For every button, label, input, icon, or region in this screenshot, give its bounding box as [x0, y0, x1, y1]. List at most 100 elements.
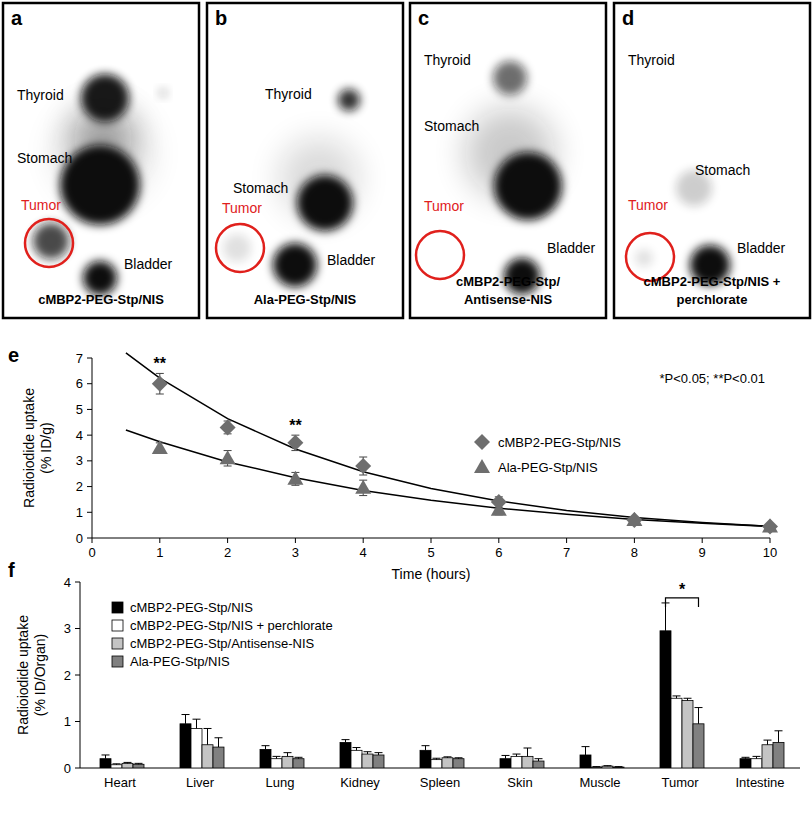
bar — [511, 756, 522, 768]
bar — [762, 745, 773, 768]
caption: cMBP2-PEG-Stp/NIS + — [644, 274, 781, 289]
x-tick — [159, 538, 160, 543]
significance: * — [679, 581, 686, 598]
y-tick — [75, 675, 80, 676]
bar — [293, 759, 304, 768]
organ-label: Thyroid — [628, 52, 675, 68]
organ-label: Tumor — [222, 200, 262, 216]
legend-label: cMBP2-PEG-Stp/NIS — [130, 600, 253, 615]
error-bar — [273, 756, 281, 758]
x-tick-label: 7 — [563, 545, 570, 560]
bar — [431, 760, 442, 768]
organ-label: Stomach — [695, 162, 750, 178]
significance-bracket — [666, 598, 699, 607]
panel-label: c — [418, 7, 429, 29]
uptake-spot — [338, 89, 360, 111]
bar — [213, 747, 224, 768]
x-tick-label: Muscle — [579, 775, 620, 790]
error-bar — [742, 757, 750, 758]
caption: Antisense-NIS — [464, 292, 552, 307]
trendline — [126, 430, 770, 526]
marker — [491, 494, 507, 510]
error-bar — [662, 603, 670, 631]
panel-frame — [614, 3, 810, 318]
uptake-spot — [33, 223, 69, 259]
bar — [602, 766, 613, 768]
bar — [351, 750, 362, 768]
uptake-spot — [273, 243, 317, 287]
y-tick — [75, 628, 80, 629]
x-tick-label: Skin — [507, 775, 532, 790]
bar — [191, 728, 202, 768]
organ-label: Tumor — [424, 198, 464, 214]
organ-label: Tumor — [628, 197, 668, 213]
y-axis-label-line: (% ID/Organ) — [32, 634, 48, 716]
error-bar — [182, 715, 190, 724]
y-axis-label-line: Radioiodide uptake — [21, 388, 37, 508]
y-axis-label-line: Radioiodide uptake — [15, 615, 31, 735]
image-content — [635, 170, 730, 285]
error-bar — [364, 752, 372, 754]
figure: a Thyroid Stomach Tumor Bladder cMBP2-PEG-Stp… — [0, 0, 812, 823]
error-bar — [433, 758, 441, 759]
y-tick-label: 7 — [76, 351, 83, 366]
x-tick-label: 1 — [156, 545, 163, 560]
caption: Ala-PEG-Stp/NIS — [254, 292, 357, 307]
bar — [522, 756, 533, 768]
y-tick-label: 2 — [64, 668, 71, 683]
bar — [773, 742, 784, 768]
error-bar — [124, 762, 132, 764]
bar — [271, 759, 282, 768]
error-bar — [524, 748, 532, 756]
organ-label: Bladder — [327, 252, 376, 268]
error-bar — [135, 763, 143, 765]
organ-label: Stomach — [233, 180, 288, 196]
panel-label: a — [11, 7, 23, 29]
legend-swatch — [112, 620, 123, 631]
panel-label: d — [622, 7, 634, 29]
panel-label: e — [8, 344, 19, 366]
x-tick-label: 5 — [427, 545, 434, 560]
y-tick — [87, 486, 92, 487]
error-bar — [593, 766, 601, 767]
x-tick-label: Liver — [186, 775, 215, 790]
y-tick — [87, 538, 92, 539]
y-tick-label: 3 — [76, 453, 83, 468]
y-tick-label: 2 — [76, 479, 83, 494]
uptake-spot — [81, 74, 129, 122]
error-bar — [513, 754, 521, 756]
error-bar — [102, 755, 110, 759]
significance: ** — [154, 355, 167, 372]
organ-label: Stomach — [17, 150, 72, 166]
x-tick-label: 4 — [360, 545, 367, 560]
y-axis-label-line: (% ID/g) — [38, 422, 54, 473]
image-blobs — [635, 170, 730, 285]
organ-label: Bladder — [547, 240, 596, 256]
panel-label: b — [215, 7, 227, 29]
tumor-circle — [416, 231, 464, 279]
x-tick — [92, 538, 93, 543]
legend-swatch — [112, 602, 123, 613]
bar — [442, 758, 453, 768]
legend-marker — [474, 459, 490, 473]
bar — [693, 724, 704, 768]
y-tick-label: 4 — [76, 428, 83, 443]
x-axis-label: Time (hours) — [392, 566, 471, 582]
y-tick-label: 6 — [76, 376, 83, 391]
bar — [340, 742, 351, 768]
marker — [287, 435, 303, 451]
x-tick — [566, 538, 567, 543]
bar — [282, 756, 293, 768]
x-tick — [431, 538, 432, 543]
bar — [122, 763, 133, 768]
bar — [373, 755, 384, 768]
legend-label: Ala-PEG-Stp/NIS — [498, 460, 598, 475]
error-bar — [113, 763, 121, 765]
marker — [626, 512, 642, 528]
error-bar — [753, 756, 761, 758]
x-tick-label: 6 — [495, 545, 502, 560]
bar — [660, 631, 671, 768]
x-tick-label: 8 — [631, 545, 638, 560]
error-bar — [444, 756, 452, 758]
bar — [613, 767, 624, 768]
